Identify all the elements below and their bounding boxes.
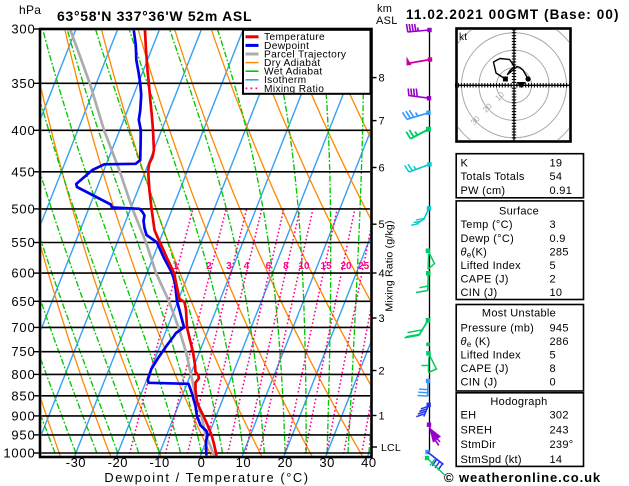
svg-text:K: K xyxy=(461,158,469,170)
svg-text:11.02.2021 00GMT (Base: 00): 11.02.2021 00GMT (Base: 00) xyxy=(406,7,620,22)
svg-text:Isotherm: Isotherm xyxy=(264,75,306,86)
svg-text:1000: 1000 xyxy=(3,446,35,461)
svg-text:5: 5 xyxy=(379,219,385,231)
svg-text:20: 20 xyxy=(277,455,292,470)
svg-text:243: 243 xyxy=(550,424,569,436)
svg-text:EH: EH xyxy=(461,410,477,422)
svg-text:650: 650 xyxy=(11,294,35,309)
svg-text:Lifted Index: Lifted Index xyxy=(461,260,522,272)
svg-text:kt: kt xyxy=(459,32,467,43)
svg-text:25: 25 xyxy=(358,261,370,272)
svg-text:Wet Adiabat: Wet Adiabat xyxy=(264,67,323,78)
svg-text:1: 1 xyxy=(173,261,179,272)
svg-text:SREH: SREH xyxy=(461,424,493,436)
svg-text:Surface: Surface xyxy=(499,206,539,218)
svg-text:-10: -10 xyxy=(149,455,169,470)
svg-text:-20: -20 xyxy=(108,455,128,470)
svg-text:285: 285 xyxy=(550,246,569,258)
svg-text:4: 4 xyxy=(244,261,250,272)
svg-text:Mixing Ratio: Mixing Ratio xyxy=(264,84,324,95)
svg-text:Totals Totals: Totals Totals xyxy=(461,171,525,183)
svg-text:850: 850 xyxy=(11,388,35,403)
svg-text:Most Unstable: Most Unstable xyxy=(482,308,556,320)
svg-text:Mixing Ratio (g/kg): Mixing Ratio (g/kg) xyxy=(384,220,396,311)
svg-text:5: 5 xyxy=(550,350,556,362)
svg-text:8: 8 xyxy=(550,363,556,375)
svg-text:-30: -30 xyxy=(66,455,86,470)
svg-text:1: 1 xyxy=(379,411,385,423)
svg-text:4: 4 xyxy=(379,268,385,280)
svg-text:Parcel Trajectory: Parcel Trajectory xyxy=(264,49,347,60)
svg-text:0: 0 xyxy=(198,455,206,470)
svg-text:Dewpoint / Temperature (°C): Dewpoint / Temperature (°C) xyxy=(104,470,309,485)
svg-text:StmDir: StmDir xyxy=(461,439,496,451)
svg-text:700: 700 xyxy=(11,320,35,335)
svg-text:800: 800 xyxy=(11,367,35,382)
svg-text:3: 3 xyxy=(550,219,556,231)
svg-text:5: 5 xyxy=(550,260,556,272)
svg-text:0: 0 xyxy=(550,377,556,389)
svg-text:CIN (J): CIN (J) xyxy=(461,287,498,299)
svg-text:θe(K): θe(K) xyxy=(461,246,488,259)
svg-text:Lifted Index: Lifted Index xyxy=(461,350,522,362)
svg-text:20: 20 xyxy=(340,261,352,272)
svg-text:© weatheronline.co.uk: © weatheronline.co.uk xyxy=(444,470,601,485)
svg-text:239°: 239° xyxy=(550,439,574,451)
svg-text:LCL: LCL xyxy=(381,442,401,454)
svg-text:PW (cm): PW (cm) xyxy=(461,185,506,197)
svg-text:8: 8 xyxy=(283,261,289,272)
svg-text:15: 15 xyxy=(321,261,333,272)
svg-text:350: 350 xyxy=(11,76,35,91)
svg-text:500: 500 xyxy=(11,201,35,216)
svg-text:StmSpd (kt): StmSpd (kt) xyxy=(461,454,522,466)
svg-text:hPa: hPa xyxy=(19,3,41,17)
svg-text:Temperature: Temperature xyxy=(264,32,325,43)
svg-text:8: 8 xyxy=(379,73,385,85)
svg-text:550: 550 xyxy=(11,235,35,250)
svg-text:Dewp (°C): Dewp (°C) xyxy=(461,233,515,245)
svg-text:CAPE (J): CAPE (J) xyxy=(461,363,509,375)
svg-text:CIN (J): CIN (J) xyxy=(461,377,498,389)
svg-text:Pressure (mb): Pressure (mb) xyxy=(461,323,535,335)
svg-text:14: 14 xyxy=(550,454,563,466)
svg-text:54: 54 xyxy=(550,171,563,183)
svg-text:Temp (°C): Temp (°C) xyxy=(461,219,513,231)
svg-text:CAPE (J): CAPE (J) xyxy=(461,273,509,285)
svg-text:2: 2 xyxy=(206,261,212,272)
svg-text:10: 10 xyxy=(298,261,310,272)
svg-text:19: 19 xyxy=(550,158,563,170)
svg-text:Dewpoint: Dewpoint xyxy=(264,41,309,52)
svg-text:750: 750 xyxy=(11,344,35,359)
svg-text:300: 300 xyxy=(11,22,35,37)
svg-text:600: 600 xyxy=(11,266,35,281)
svg-text:40: 40 xyxy=(361,455,376,470)
svg-text:ASL: ASL xyxy=(376,15,398,27)
svg-text:6: 6 xyxy=(379,163,385,175)
svg-text:Dry Adiabat: Dry Adiabat xyxy=(264,58,321,69)
svg-text:945: 945 xyxy=(550,323,569,335)
svg-text:950: 950 xyxy=(11,427,35,442)
svg-text:3: 3 xyxy=(226,261,232,272)
svg-text:10: 10 xyxy=(550,287,563,299)
svg-text:10: 10 xyxy=(236,455,251,470)
svg-text:450: 450 xyxy=(11,164,35,179)
svg-text:2: 2 xyxy=(550,273,556,285)
svg-text:0.91: 0.91 xyxy=(550,185,573,197)
svg-text:900: 900 xyxy=(11,408,35,423)
svg-text:400: 400 xyxy=(11,123,35,138)
svg-text:7: 7 xyxy=(379,116,385,128)
svg-text:63°58'N 337°36'W 52m ASL: 63°58'N 337°36'W 52m ASL xyxy=(57,8,252,24)
svg-text:286: 286 xyxy=(550,336,569,348)
svg-text:Hodograph: Hodograph xyxy=(490,396,547,408)
svg-text:0.9: 0.9 xyxy=(550,233,566,245)
svg-text:6: 6 xyxy=(266,261,272,272)
svg-text:2: 2 xyxy=(379,366,385,378)
svg-text:km: km xyxy=(377,3,392,15)
svg-text:3: 3 xyxy=(379,313,385,325)
svg-text:30: 30 xyxy=(319,455,334,470)
svg-text:302: 302 xyxy=(550,410,569,422)
svg-text:θe (K): θe (K) xyxy=(461,336,491,349)
